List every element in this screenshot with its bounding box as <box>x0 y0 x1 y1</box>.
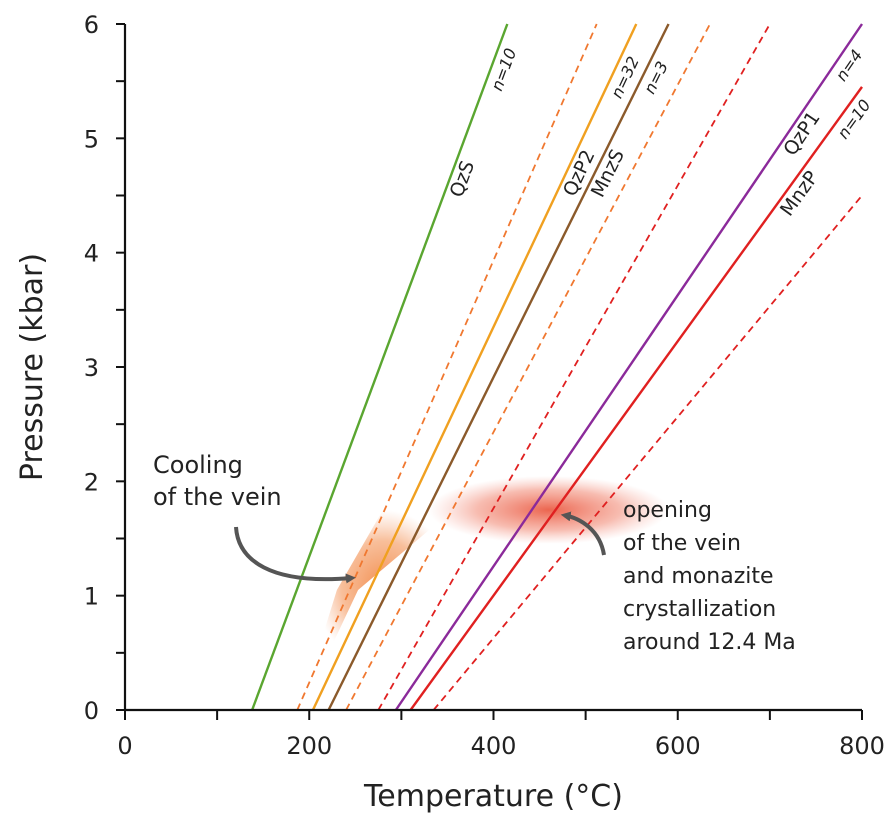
opening-annotation-line: of the vein <box>623 531 741 556</box>
series-lines <box>251 23 863 710</box>
cooling-arrow <box>234 526 356 584</box>
axes: 0 200 400 600 800 0 1 2 3 4 5 6 Temperature (°C) Pres… <box>15 11 885 814</box>
series-line-mnzp <box>409 86 863 710</box>
opening-annotation-line: crystallization <box>623 597 776 622</box>
opening-arrow <box>560 511 606 556</box>
series-line-mnzs <box>327 23 670 710</box>
y-tick-label: 6 <box>84 11 99 39</box>
y-tick-label: 0 <box>84 697 99 725</box>
series-label-mnzp: MnzP <box>776 167 823 220</box>
cooling-annotation-line: of the vein <box>153 483 282 511</box>
series-line-qzp1 <box>394 23 863 710</box>
y-tick-label: 1 <box>84 583 99 611</box>
x-tick-label: 0 <box>117 732 132 760</box>
y-tick-label: 5 <box>84 125 99 153</box>
series-line-qzs <box>251 23 509 710</box>
x-axis-title: Temperature (°C) <box>363 779 623 814</box>
cooling-region <box>313 509 453 665</box>
n-label-mnzs: n=3 <box>640 58 672 97</box>
x-tick-label: 600 <box>655 732 701 760</box>
y-tick-label: 4 <box>84 240 99 268</box>
y-tick-label: 3 <box>84 354 99 382</box>
series-line-uncertainty-2 <box>296 23 598 710</box>
cooling-annotation-line: Cooling <box>153 451 243 479</box>
series-line-uncertainty-8 <box>432 194 863 710</box>
opening-annotation-line: and monazite <box>623 564 774 589</box>
y-tick-label: 2 <box>84 468 99 496</box>
x-tick-label: 400 <box>471 732 517 760</box>
highlight-regions <box>313 475 669 665</box>
opening-annotation-line: around 12.4 Ma <box>623 630 796 655</box>
annotations: Cooling of the vein opening of the vein and … <box>153 451 796 655</box>
n-label-qzp1: n=4 <box>832 46 867 85</box>
opening-annotation-line: opening <box>623 498 712 523</box>
n-label-qzs: n=10 <box>487 46 520 94</box>
opening-region <box>428 475 669 544</box>
series-label-qzs: QzS <box>446 158 480 200</box>
x-tick-label: 800 <box>839 732 885 760</box>
y-axis-title: Pressure (kbar) <box>15 253 50 481</box>
series-line-qzp2 <box>311 23 638 710</box>
series-line-uncertainty-3 <box>345 23 711 710</box>
x-tick-label: 200 <box>286 732 332 760</box>
